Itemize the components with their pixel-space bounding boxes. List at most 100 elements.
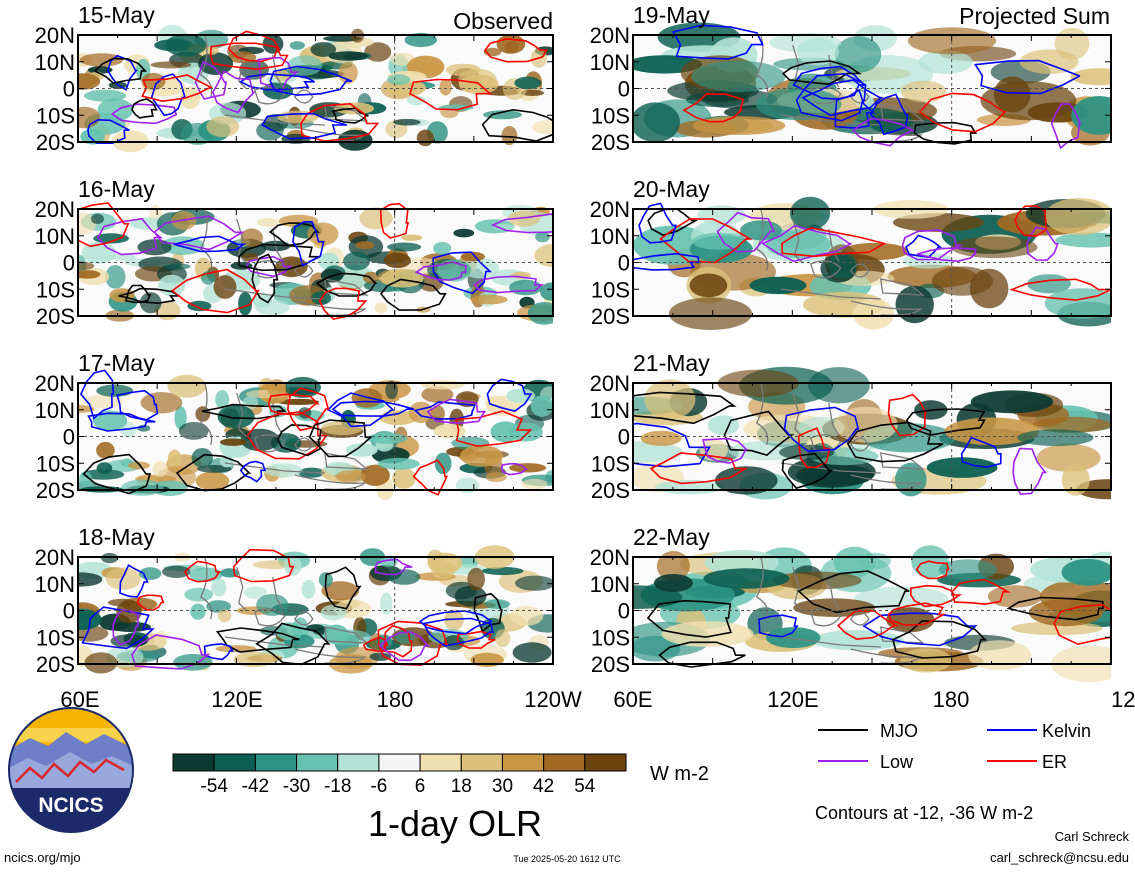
lon-tick-labels: 60E 120E 180 120W 60E 120E 180 120W xyxy=(60,687,1135,712)
lat-tick-10s: 10S xyxy=(591,451,630,476)
lat-tick-eq: 0 xyxy=(618,425,630,450)
ncics-logo: NCICS xyxy=(8,707,134,833)
lat-tick-20s: 20S xyxy=(36,130,75,155)
wave-contours xyxy=(646,560,1111,668)
colorbar-swatch xyxy=(584,753,627,772)
colorbar-swatch xyxy=(501,753,545,772)
colorbar-swatch xyxy=(543,753,586,772)
lat-tick-eq: 0 xyxy=(618,77,630,102)
observed-header: Observed xyxy=(453,8,553,34)
wave-contours xyxy=(633,202,1111,301)
lat-tick-20n: 20N xyxy=(590,371,630,396)
olr-anomaly-field xyxy=(633,22,1111,146)
lat-tick-10s: 10S xyxy=(36,625,75,650)
lat-tick-20s: 20S xyxy=(36,652,75,677)
colorbar-swatch xyxy=(296,753,339,772)
lat-tick-10s: 10S xyxy=(36,103,75,128)
lat-tick-10s: 10S xyxy=(591,103,630,128)
wave-contours xyxy=(633,391,1047,496)
wave-contours xyxy=(79,369,533,496)
colorbar-swatch xyxy=(337,753,380,772)
legend-low-label: Low xyxy=(880,752,914,772)
lat-tick-20n: 20N xyxy=(35,371,75,396)
panel-date-observed-3: 17-May xyxy=(78,350,155,376)
lat-tick-10s: 10S xyxy=(591,625,630,650)
lat-tick-20s: 20S xyxy=(36,304,75,329)
lat-tick-10s: 10S xyxy=(36,277,75,302)
lat-tick-10s: 10S xyxy=(36,451,75,476)
contour-legend: MJO Kelvin Low ER Contours at -12, -36 W… xyxy=(815,721,1091,823)
lat-tick-20n: 20N xyxy=(35,545,75,570)
footer-author: Carl Schreck xyxy=(1055,829,1130,844)
colorbar-tick-label: 54 xyxy=(574,776,596,797)
colorbar-swatch xyxy=(254,753,298,772)
contour-note: Contours at -12, -36 W m-2 xyxy=(815,803,1033,823)
panel-date-projected-4: 22-May xyxy=(633,524,710,550)
lon-tick-120w-left: 120W xyxy=(524,687,582,712)
coastlines xyxy=(755,382,925,491)
logo-text: NCICS xyxy=(38,794,103,817)
lon-tick-120e-right: 120E xyxy=(767,687,818,712)
colorbar-swatch xyxy=(213,753,256,772)
lat-tick-20s: 20S xyxy=(591,304,630,329)
wave-contours xyxy=(78,202,553,320)
lon-tick-180-left: 180 xyxy=(377,687,414,712)
wave-contours xyxy=(81,548,503,670)
lat-tick-20s: 20S xyxy=(591,478,630,503)
colorbar-swatch xyxy=(172,753,215,772)
lat-tick-eq: 0 xyxy=(618,251,630,276)
panel-date-projected-3: 21-May xyxy=(633,350,710,376)
colorbar-tick-label: 6 xyxy=(415,776,426,797)
lat-tick-20n: 20N xyxy=(35,23,75,48)
lat-tick-10n: 10N xyxy=(35,224,75,249)
footer-email: carl_schreck@ncsu.edu xyxy=(990,850,1129,865)
lat-tick-20s: 20S xyxy=(36,478,75,503)
lat-tick-20n: 20N xyxy=(35,197,75,222)
lat-tick-eq: 0 xyxy=(63,599,75,624)
colorbar-tick-label: 42 xyxy=(533,776,554,797)
panel-date-observed-4: 18-May xyxy=(78,524,155,550)
footer-url: ncics.org/mjo xyxy=(4,850,81,865)
lon-tick-120e-left: 120E xyxy=(211,687,262,712)
colorbar-units: W m-2 xyxy=(650,763,709,785)
lat-tick-20n: 20N xyxy=(590,545,630,570)
lat-tick-eq: 0 xyxy=(63,425,75,450)
colorbar: -54 -42 -30 -18 -6 6 18 30 42 54 xyxy=(172,753,627,797)
panel-date-projected-2: 20-May xyxy=(633,176,710,202)
legend-er-label: ER xyxy=(1042,752,1067,772)
map-panels: 15-May20N10N010S20S16-May20N10N010S20S17… xyxy=(35,2,1112,683)
lon-tick-120w-right: 120W xyxy=(1111,687,1135,712)
lat-tick-10n: 10N xyxy=(35,398,75,423)
lat-tick-10n: 10N xyxy=(590,50,630,75)
lat-tick-10n: 10N xyxy=(590,398,630,423)
lon-tick-60e-right: 60E xyxy=(613,687,652,712)
colorbar-tick-label: 30 xyxy=(492,776,513,797)
legend-kelvin-label: Kelvin xyxy=(1042,721,1091,741)
colorbar-tick-label: -30 xyxy=(283,776,310,797)
projected-header: Projected Sum xyxy=(959,3,1110,29)
lat-tick-eq: 0 xyxy=(63,77,75,102)
olr-anomaly-field xyxy=(78,374,553,501)
lat-tick-eq: 0 xyxy=(618,599,630,624)
colorbar-tick-label: -18 xyxy=(324,776,351,797)
panel-date-observed-1: 15-May xyxy=(78,2,155,28)
figure-title: 1-day OLR xyxy=(368,803,542,844)
footer-timestamp: Tue 2025-05-20 1612 UTC xyxy=(513,854,621,864)
colorbar-swatch xyxy=(460,753,503,772)
lat-tick-20s: 20S xyxy=(591,130,630,155)
coastlines xyxy=(755,208,925,317)
lat-tick-20n: 20N xyxy=(590,23,630,48)
panel-date-projected-1: 19-May xyxy=(633,2,710,28)
colorbar-swatch xyxy=(378,753,421,772)
colorbar-swatch xyxy=(419,753,462,772)
panel-date-observed-2: 16-May xyxy=(78,176,155,202)
lat-tick-20s: 20S xyxy=(591,652,630,677)
